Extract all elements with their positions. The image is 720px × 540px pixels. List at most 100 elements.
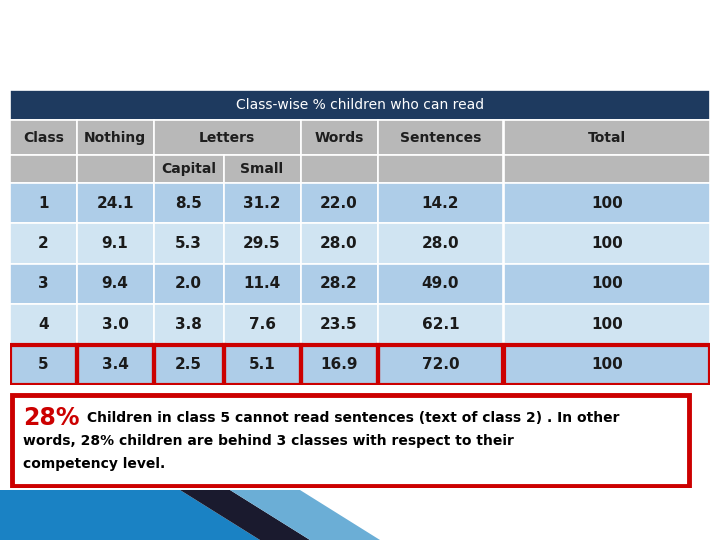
Text: 100: 100 [591, 317, 623, 332]
Text: 3.8: 3.8 [175, 317, 202, 332]
Bar [300, 224, 377, 264]
Bar [10, 90, 710, 120]
Text: 23.5: 23.5 [320, 317, 358, 332]
Text: Class: Class [23, 131, 63, 145]
Bar [10, 264, 76, 304]
Text: 29.5: 29.5 [243, 236, 281, 251]
Text: 100: 100 [591, 236, 623, 251]
Text: 62.1: 62.1 [422, 317, 459, 332]
Text: 100: 100 [591, 357, 623, 372]
Bar [377, 264, 503, 304]
Text: 28.0: 28.0 [320, 236, 358, 251]
Text: 5.3: 5.3 [175, 236, 202, 251]
Bar [76, 183, 153, 224]
Bar [153, 224, 223, 264]
Bar [377, 155, 503, 183]
Text: 5.1: 5.1 [248, 357, 275, 372]
Bar [503, 224, 710, 264]
Bar [153, 264, 223, 304]
Polygon shape [180, 490, 310, 540]
Text: 22.0: 22.0 [320, 195, 358, 211]
Bar [503, 155, 710, 183]
Bar [153, 155, 223, 183]
Text: 100: 100 [591, 195, 623, 211]
Text: 4: 4 [38, 317, 48, 332]
Bar [153, 345, 223, 385]
Bar [76, 345, 153, 385]
Bar [153, 345, 223, 385]
Bar [153, 304, 223, 345]
Text: Nothing: Nothing [84, 131, 146, 145]
Bar [223, 345, 300, 385]
Bar [300, 304, 377, 345]
Text: 8.5: 8.5 [175, 195, 202, 211]
Polygon shape [0, 490, 260, 540]
Text: 9.4: 9.4 [102, 276, 128, 292]
Bar [300, 264, 377, 304]
Text: 2.0: 2.0 [175, 276, 202, 292]
Bar [10, 120, 76, 155]
Bar [76, 224, 153, 264]
Bar [223, 304, 300, 345]
Text: 3: 3 [38, 276, 48, 292]
Bar [223, 155, 300, 183]
Bar [10, 345, 76, 385]
Bar [377, 120, 503, 155]
Bar [223, 345, 300, 385]
Bar [223, 224, 300, 264]
Text: 28.0: 28.0 [422, 236, 459, 251]
Text: Letters: Letters [199, 131, 255, 145]
Text: Total: Total [588, 131, 626, 145]
Bar [503, 183, 710, 224]
Bar [10, 224, 76, 264]
Text: Words: Words [315, 131, 364, 145]
Text: 72.0: 72.0 [422, 357, 459, 372]
Polygon shape [230, 490, 380, 540]
Text: 16.9: 16.9 [320, 357, 358, 372]
Bar [377, 345, 503, 385]
Bar [76, 264, 153, 304]
Text: 3.0: 3.0 [102, 317, 128, 332]
Bar [377, 183, 503, 224]
Text: Class-wise % children who can read: Class-wise % children who can read [236, 98, 484, 112]
Text: ENGLISH: ENGLISH [271, 27, 449, 61]
Bar [503, 345, 710, 385]
Bar [10, 155, 76, 183]
Bar [300, 155, 377, 183]
Bar [503, 345, 710, 385]
Text: Sentences: Sentences [400, 131, 481, 145]
Text: 5: 5 [38, 357, 48, 372]
Text: 49.0: 49.0 [422, 276, 459, 292]
Bar [76, 120, 153, 155]
Bar [10, 304, 76, 345]
Text: 28.2: 28.2 [320, 276, 358, 292]
Text: competency level.: competency level. [24, 457, 166, 471]
Text: 100: 100 [591, 276, 623, 292]
Bar [377, 345, 503, 385]
Text: 31.2: 31.2 [243, 195, 281, 211]
Bar [76, 345, 153, 385]
Text: 7.6: 7.6 [248, 317, 276, 332]
Bar [153, 120, 300, 155]
Text: 24.1: 24.1 [96, 195, 134, 211]
Bar [10, 183, 76, 224]
Bar [76, 155, 153, 183]
Bar [300, 345, 377, 385]
Bar [503, 264, 710, 304]
Text: Small: Small [240, 162, 284, 176]
Bar [223, 183, 300, 224]
Text: 1: 1 [38, 195, 48, 211]
Text: 28%: 28% [24, 406, 80, 430]
Bar [10, 345, 76, 385]
Text: 11.4: 11.4 [243, 276, 281, 292]
Bar [300, 120, 377, 155]
Bar [300, 183, 377, 224]
Bar [503, 304, 710, 345]
Text: words, 28% children are behind 3 classes with respect to their: words, 28% children are behind 3 classes… [24, 434, 514, 448]
Text: 9.1: 9.1 [102, 236, 128, 251]
Text: 2.5: 2.5 [175, 357, 202, 372]
Bar [223, 264, 300, 304]
Bar [76, 304, 153, 345]
Bar [300, 345, 377, 385]
Text: 3.4: 3.4 [102, 357, 128, 372]
